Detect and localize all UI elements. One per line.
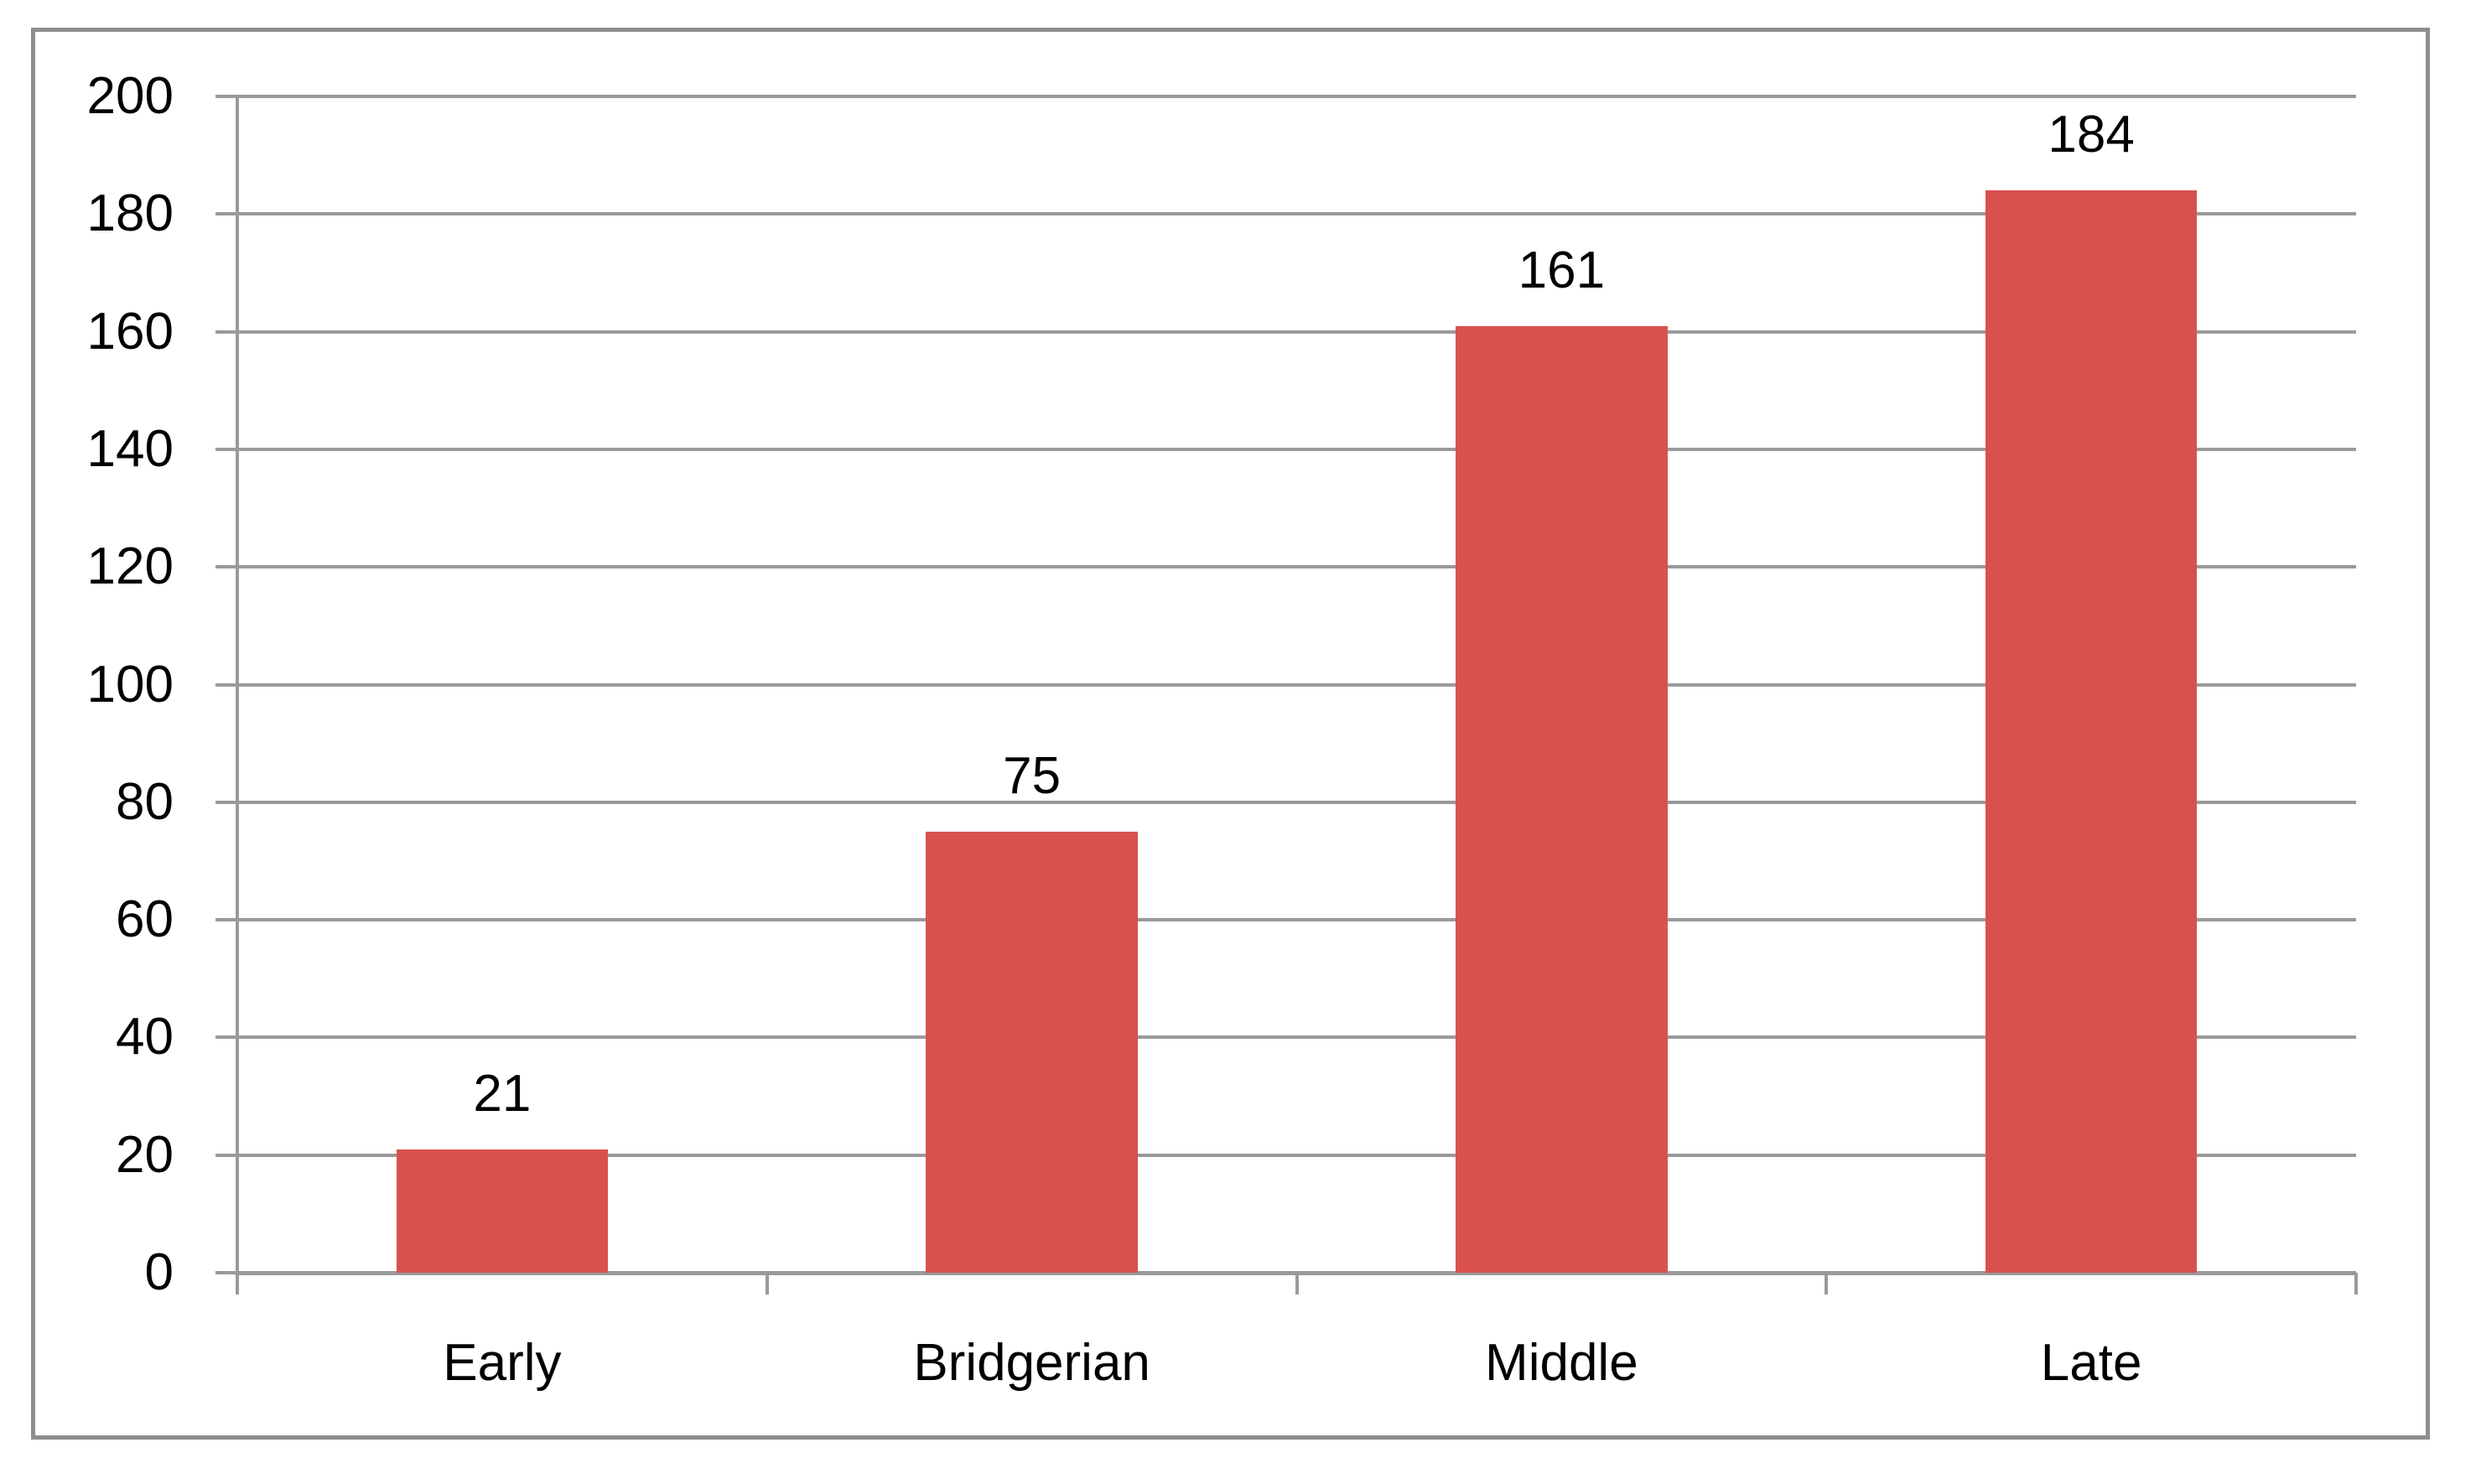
y-tick-label: 100 [86, 655, 174, 713]
bar [1985, 190, 2198, 1273]
y-axis-tick [215, 800, 237, 804]
x-category-label: Late [2040, 1334, 2142, 1392]
bar [1456, 325, 1668, 1273]
y-axis-line [236, 96, 239, 1274]
x-axis-tick [236, 1273, 239, 1295]
bar-value-label: 161 [1518, 241, 1606, 299]
y-axis-tick [215, 212, 237, 216]
gridline [237, 800, 2356, 804]
y-axis-tick [215, 447, 237, 451]
gridline [237, 329, 2356, 334]
x-category-label: Early [443, 1334, 562, 1392]
y-axis-tick [215, 682, 237, 687]
x-axis-tick [2354, 1273, 2358, 1295]
gridline [237, 212, 2356, 216]
gridline [237, 95, 2356, 98]
y-axis-tick [215, 1035, 237, 1040]
y-axis-tick [215, 918, 237, 922]
gridline [237, 447, 2356, 451]
bar [396, 1149, 609, 1273]
gridline [237, 918, 2356, 922]
gridline [237, 565, 2356, 569]
gridline [237, 1035, 2356, 1040]
y-tick-label: 140 [86, 419, 174, 478]
y-tick-label: 60 [116, 890, 174, 949]
y-tick-label: 80 [116, 772, 174, 831]
y-tick-label: 120 [86, 537, 174, 596]
x-category-label: Bridgerian [913, 1334, 1150, 1392]
bar-value-label: 184 [2048, 106, 2135, 164]
x-axis-tick [1825, 1273, 1829, 1295]
y-tick-label: 180 [86, 184, 174, 243]
x-axis-tick [765, 1273, 769, 1295]
y-tick-label: 200 [86, 67, 174, 125]
y-tick-label: 20 [116, 1125, 174, 1184]
y-axis-tick [215, 1271, 237, 1274]
y-tick-label: 0 [144, 1243, 174, 1301]
bar [926, 831, 1138, 1273]
y-tick-label: 160 [86, 302, 174, 361]
x-axis-tick [1295, 1273, 1299, 1295]
x-category-label: Middle [1485, 1334, 1638, 1392]
y-axis-tick [215, 565, 237, 569]
gridline [237, 682, 2356, 687]
y-tick-label: 40 [116, 1008, 174, 1066]
bar-value-label: 21 [473, 1064, 532, 1123]
y-axis-tick [215, 1153, 237, 1157]
bar-value-label: 75 [1003, 746, 1062, 805]
gridline [237, 1153, 2356, 1157]
y-axis-tick [215, 329, 237, 334]
y-axis-tick [215, 95, 237, 98]
